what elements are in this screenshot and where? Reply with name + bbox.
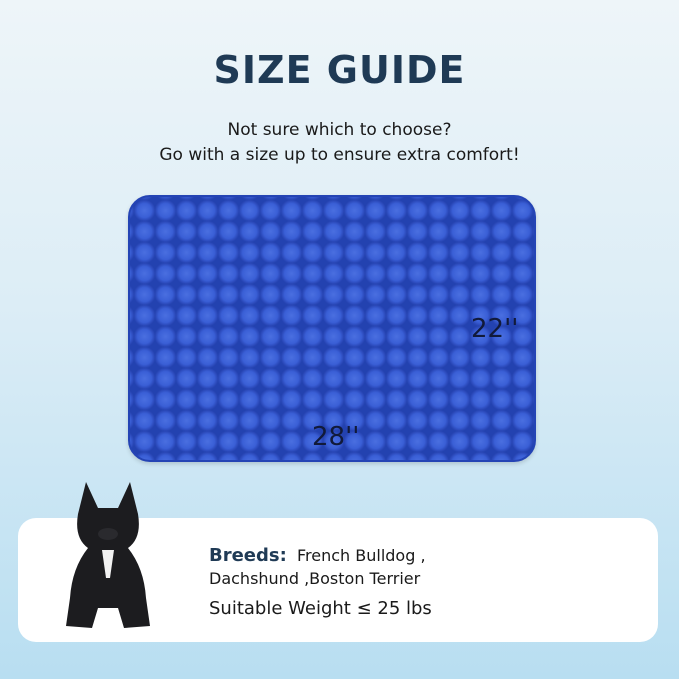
- width-dimension: 28'': [312, 422, 360, 452]
- subtitle-line-2: Go with a size up to ensure extra comfor…: [159, 145, 520, 165]
- breeds-line-2: Dachshund ,Boston Terrier: [209, 569, 421, 588]
- breeds-label: Breeds:: [209, 545, 287, 566]
- height-dimension: 22'': [471, 314, 519, 344]
- subtitle: Not sure which to choose? Go with a size…: [0, 118, 679, 168]
- french-bulldog-image: [66, 482, 150, 628]
- cooling-mat-image: [128, 195, 536, 462]
- breeds-text: Breeds: French Bulldog , Dachshund ,Bost…: [209, 544, 426, 590]
- breeds-line-1: French Bulldog ,: [296, 546, 426, 565]
- suitable-weight: Suitable Weight ≤ 25 lbs: [209, 598, 432, 619]
- page-title: SIZE GUIDE: [213, 48, 466, 92]
- subtitle-line-1: Not sure which to choose?: [227, 120, 452, 140]
